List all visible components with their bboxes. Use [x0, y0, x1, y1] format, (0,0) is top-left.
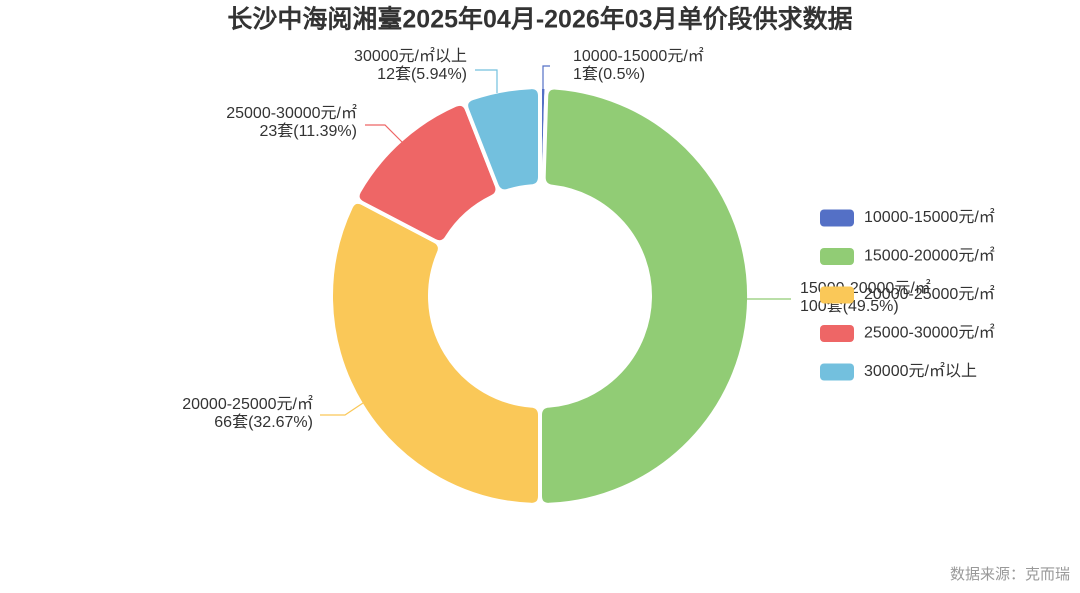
legend-swatch — [820, 248, 854, 265]
legend-item-15000-20000[interactable]: 15000-20000元/㎡ — [820, 247, 995, 265]
slice-label-value: 66套(32.67%) — [214, 413, 313, 431]
legend: 10000-15000元/㎡ 15000-20000元/㎡ 20000-25000元… — [820, 208, 995, 381]
legend-label: 30000元/㎡以上 — [864, 362, 977, 380]
legend-swatch — [820, 363, 854, 381]
legend-item-30000-plus[interactable]: 30000元/㎡以上 — [820, 362, 977, 381]
legend-swatch — [820, 286, 854, 304]
label-line — [542, 65, 550, 89]
slice-30000-plus[interactable] — [464, 85, 542, 194]
legend-item-10000-15000[interactable]: 10000-15000元/㎡ — [820, 208, 995, 227]
slice-label-value: 23套(11.39%) — [259, 122, 357, 140]
legend-item-25000-30000[interactable]: 25000-30000元/㎡ — [820, 324, 995, 342]
legend-item-20000-25000[interactable]: 20000-25000元/㎡ — [820, 285, 995, 304]
legend-label: 10000-15000元/㎡ — [864, 208, 995, 226]
data-source: 数据来源：克而瑞 — [950, 566, 1070, 583]
legend-swatch — [820, 209, 854, 227]
slice-label-name: 25000-30000元/㎡ — [226, 104, 357, 122]
chart-title: 长沙中海阅湘臺2025年04月-2026年03月单价段供求数据 — [227, 5, 852, 34]
label-line — [475, 69, 498, 93]
slice-25000-30000[interactable] — [355, 101, 500, 245]
slice-label-value: 12套(5.94%) — [377, 65, 467, 83]
slice-label-value: 1套(0.5%) — [573, 65, 645, 83]
label-line — [320, 402, 364, 416]
slice-20000-25000[interactable] — [329, 199, 542, 507]
slice-label-name: 30000元/㎡以上 — [354, 47, 467, 65]
legend-swatch — [820, 325, 854, 342]
legend-label: 25000-30000元/㎡ — [864, 324, 995, 342]
slice-label-name: 20000-25000元/㎡ — [182, 395, 313, 413]
legend-label: 20000-25000元/㎡ — [864, 285, 995, 303]
slice-15000-20000[interactable] — [538, 85, 752, 507]
donut-slices — [329, 85, 752, 507]
label-line — [365, 124, 403, 143]
slice-label-name: 10000-15000元/㎡ — [573, 47, 704, 65]
legend-label: 15000-20000元/㎡ — [864, 247, 995, 265]
